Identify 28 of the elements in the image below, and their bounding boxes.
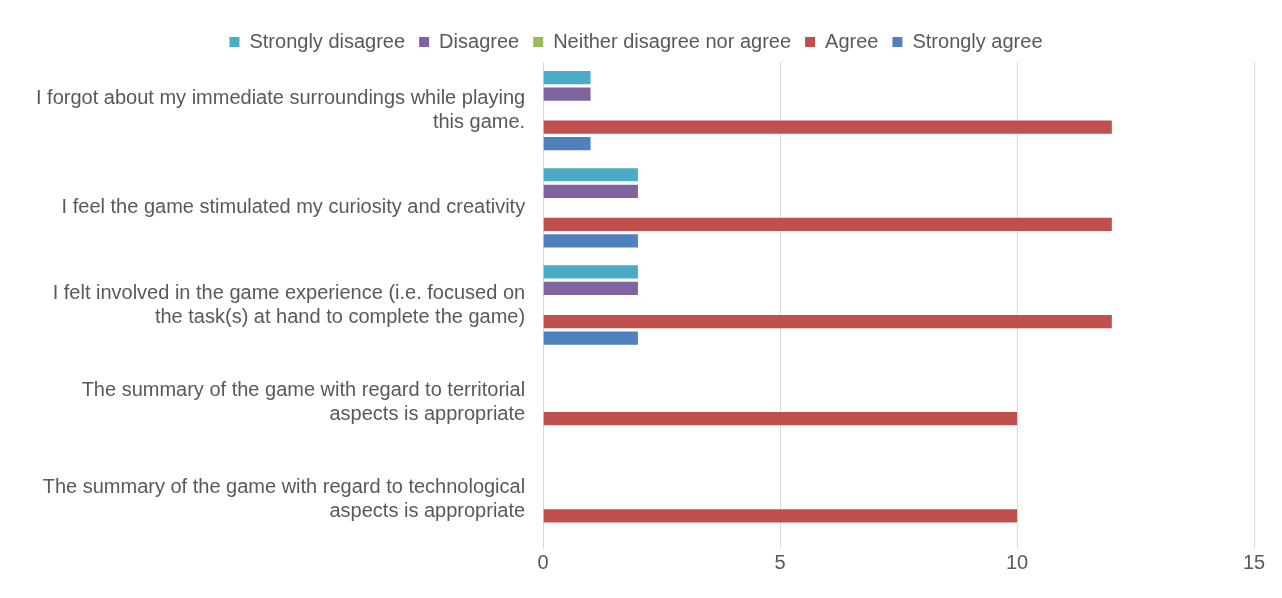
bar [543, 331, 638, 345]
bar [543, 509, 1018, 523]
legend-label: Strongly disagree [249, 29, 406, 52]
bar [543, 314, 1112, 329]
x-tick-label: 15 [1242, 550, 1266, 573]
bar [543, 120, 1112, 134]
y-tick-label: I forgot about my immediate surroundings while playing this game. [36, 86, 526, 133]
x-tick-label: 10 [1005, 550, 1029, 573]
bar [543, 412, 1018, 426]
y-tick-label: I feel the game stimulated my curiosity and creativity [61, 195, 526, 218]
x-tick-label: 0 [537, 550, 549, 573]
bar [543, 70, 591, 85]
y-tick-label: The summary of the game with regard to territorial aspects is appropriate [81, 377, 526, 424]
y-tick-label: The summary of the game with regard to technological aspects is appropriate [42, 474, 526, 521]
bar [543, 265, 638, 279]
x-tick-label: 5 [774, 550, 786, 573]
bar [543, 87, 591, 101]
bar [543, 217, 1112, 231]
legend-label: Strongly agree [912, 29, 1043, 52]
bar [543, 168, 638, 182]
legend-label: Agree [825, 29, 879, 52]
bar [543, 234, 638, 248]
bar [543, 137, 591, 151]
legend-label: Disagree [439, 29, 520, 52]
legend-label: Neither disagree nor agree [553, 29, 792, 52]
y-tick-label: I felt involved in the game experience (i.e. focused on the task(s) at hand to complete the game) [52, 280, 526, 327]
bar [543, 281, 638, 296]
bar [543, 184, 638, 198]
